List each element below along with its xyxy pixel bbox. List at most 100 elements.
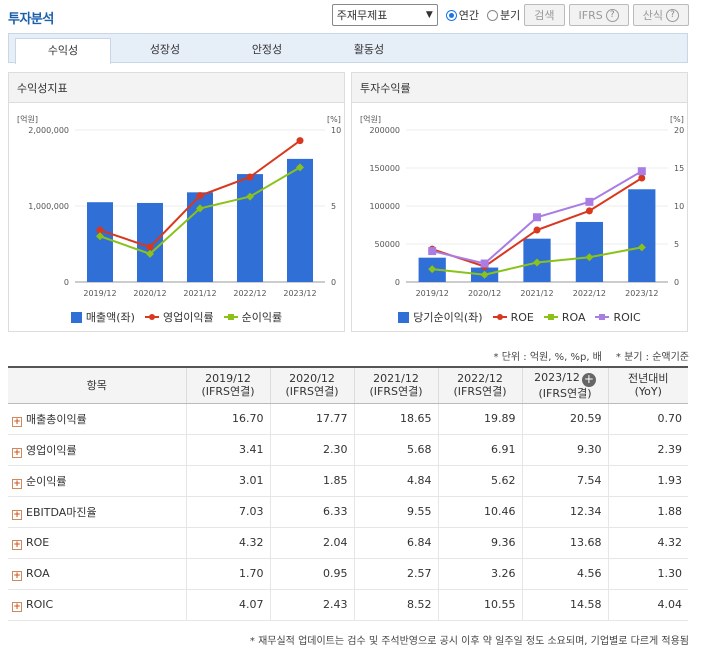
table-header-row: 항목 2019/12 (IFRS연결) 2020/12 (IFRS연결) 2021/12(… xyxy=(8,366,688,404)
line-point xyxy=(480,259,489,268)
right-tick-label: 10 xyxy=(674,202,684,211)
expand-icon[interactable]: + xyxy=(12,570,22,581)
line-point xyxy=(146,243,154,251)
radio-annual-label: 연간 xyxy=(458,9,480,22)
row-label-text: ROE xyxy=(26,535,50,549)
line-point xyxy=(296,163,304,172)
table-cell: 9.55 xyxy=(353,496,438,528)
question-icon: ? xyxy=(605,8,619,22)
table-cell: 6.33 xyxy=(269,496,354,528)
expand-icon[interactable]: + xyxy=(12,601,22,612)
row-label[interactable]: + 매출총이익률 xyxy=(8,403,186,435)
legend-item-net-margin[interactable]: 순이익률 xyxy=(223,309,283,325)
row-label[interactable]: + 영업이익률 xyxy=(8,434,186,466)
legend-item-roa[interactable]: ROA xyxy=(543,310,586,324)
table-cell: 1.70 xyxy=(185,558,270,590)
legend-item-revenue[interactable]: 매출액(좌) xyxy=(70,309,135,325)
bar xyxy=(87,202,113,282)
bar xyxy=(628,189,656,282)
bar xyxy=(575,221,604,282)
legend-item-roic[interactable]: ROIC xyxy=(595,311,641,324)
table-cell: 7.54 xyxy=(521,465,608,497)
table-row: + 순이익률 3.01 1.85 4.84 5.62 7.54 1.93 xyxy=(8,465,688,497)
x-tick-label: 2023/12 xyxy=(283,289,316,298)
row-label[interactable]: + 순이익률 xyxy=(8,465,186,497)
table-row: + EBITDA마진율 7.03 6.33 9.55 10.46 12.34 1.88 xyxy=(8,496,688,528)
legend-item-net-income[interactable]: 당기순이익(좌) xyxy=(398,309,483,325)
table-cell: 19.89 xyxy=(437,403,522,435)
ifrs-button[interactable]: IFRS ? xyxy=(568,4,629,26)
legend-label: ROA xyxy=(561,310,586,324)
table-cell: 3.01 xyxy=(185,465,270,497)
row-label[interactable]: + ROIC xyxy=(8,589,186,621)
unit-note: * 단위 : 억원, %, %p, 배 xyxy=(493,352,602,363)
left-axis-unit: [억원] xyxy=(17,114,38,124)
radio-annual[interactable]: 연간 xyxy=(445,7,480,23)
left-tick-label: 100000 xyxy=(369,202,400,211)
line-point xyxy=(585,253,594,262)
table-cell: 3.41 xyxy=(185,434,270,466)
column-header-text: 2019/12 xyxy=(205,372,251,386)
search-button[interactable]: 검색 xyxy=(524,4,565,26)
column-header-text: 2021/12 xyxy=(373,372,419,386)
left-axis-unit: [억원] xyxy=(360,114,381,124)
legend-label: 순이익률 xyxy=(241,311,283,324)
x-tick-label: 2022/12 xyxy=(233,289,266,298)
column-header: 2021/12 (IFRS연결) xyxy=(353,366,438,404)
row-label[interactable]: + EBITDA마진율 xyxy=(8,496,186,528)
column-header: 전년대비 (YoY) xyxy=(607,366,688,404)
expand-icon[interactable]: + xyxy=(12,509,22,520)
table-cell: 0.70 xyxy=(607,403,688,435)
tab-growth[interactable]: 성장성 xyxy=(149,43,181,56)
tab-stability[interactable]: 안정성 xyxy=(251,43,283,56)
line-point xyxy=(296,137,304,145)
table-cell: 10.55 xyxy=(437,589,522,621)
expand-icon[interactable]: + xyxy=(12,478,22,489)
column-header-item: 항목 xyxy=(8,366,186,404)
expand-icon[interactable]: + xyxy=(12,416,22,427)
expand-icon[interactable]: + xyxy=(12,539,22,550)
tab-bar: 수익성 성장성 안정성 활동성 xyxy=(8,33,688,64)
profitability-chart: [억원] [%] 0 1,000,000 2,000,000 0 5 10 2019/12 202… xyxy=(17,114,341,298)
formula-button[interactable]: 산식 ? xyxy=(632,4,689,26)
chart-legend: 당기순이익(좌) ROE ROA ROIC xyxy=(352,309,687,325)
row-label[interactable]: + ROE xyxy=(8,527,186,559)
legend-bar-swatch xyxy=(70,311,82,323)
tab-profitability[interactable]: 수익성 xyxy=(15,38,111,64)
legend-label: 매출액(좌) xyxy=(85,311,135,324)
column-header-text: (IFRS연결) xyxy=(285,385,339,399)
table-cell: 17.77 xyxy=(269,403,354,435)
table-cell: 5.62 xyxy=(437,465,522,497)
add-column-icon[interactable]: + xyxy=(581,372,596,387)
bar xyxy=(287,158,313,282)
table-cell: 2.04 xyxy=(269,527,354,559)
row-label-text: ROA xyxy=(26,566,50,580)
legend-item-roe[interactable]: ROE xyxy=(492,311,534,324)
profitability-table: 항목 2019/12 (IFRS연결) 2020/12 (IFRS연결) 2021/12(… xyxy=(8,366,688,621)
line-point xyxy=(637,243,646,252)
table-cell: 4.32 xyxy=(607,527,688,559)
radio-quarter[interactable]: 분기 xyxy=(487,7,520,23)
x-tick-label: 2020/12 xyxy=(468,289,501,298)
legend-item-operating-margin[interactable]: 영업이익률 xyxy=(144,309,214,325)
table-cell: 9.30 xyxy=(521,434,608,466)
radio-quarter-label: 분기 xyxy=(500,9,521,22)
chevron-down-icon: ▼ xyxy=(425,10,433,20)
row-label-text: 매출총이익률 xyxy=(26,412,87,426)
radio-annual-dot[interactable] xyxy=(445,9,457,21)
return-chart-panel: 투자수익률 [억원] [%] 0 50000 100000 150000 200000 0 5 1… xyxy=(351,72,688,332)
row-label[interactable]: + ROA xyxy=(8,558,186,590)
legend-line-swatch xyxy=(595,312,610,322)
line-point xyxy=(196,192,204,200)
column-header-text: (IFRS연결) xyxy=(538,386,592,400)
expand-icon[interactable]: + xyxy=(12,447,22,458)
table-cell: 1.85 xyxy=(269,465,354,497)
left-tick-label: 1,000,000 xyxy=(28,202,69,211)
legend-line-swatch xyxy=(223,312,238,322)
tab-activity[interactable]: 활동성 xyxy=(353,43,385,56)
radio-quarter-dot[interactable] xyxy=(487,9,499,21)
x-tick-label: 2020/12 xyxy=(133,289,166,298)
statement-select[interactable]: 주재무제표 ▼ xyxy=(331,4,438,26)
table-row: + ROE 4.32 2.04 6.84 9.36 13.68 4.32 xyxy=(8,527,688,559)
table-cell: 4.84 xyxy=(353,465,438,497)
